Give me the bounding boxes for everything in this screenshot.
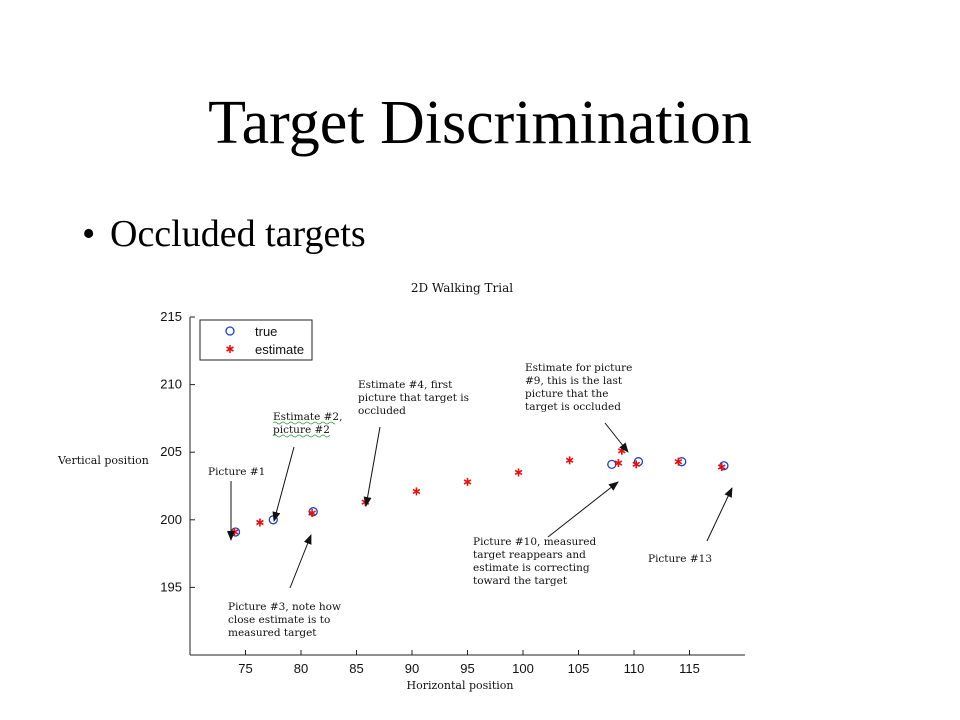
annotation-line: picture that target is [358, 392, 469, 404]
slide-title: Target Discrimination [208, 89, 752, 157]
point-estimate [614, 459, 623, 468]
scatter-chart: 2D Walking Trial 75 80 85 90 95 100 105 110 115 19… [57, 281, 745, 692]
point-estimate [565, 456, 574, 465]
annotation-text: Picture #3, note how close estimate is to… [228, 601, 341, 639]
point-estimate [674, 457, 683, 466]
point-estimate [514, 468, 523, 477]
annotation-line: occluded [358, 405, 406, 417]
annotation-arrow [289, 534, 312, 589]
annotation-line: estimate is correcting [473, 562, 590, 574]
point-estimate [617, 446, 626, 455]
annotation-text: Picture #10, measured target reappears an… [473, 536, 597, 587]
annotation-line: close estimate is to [228, 614, 330, 626]
point-estimate [632, 460, 641, 469]
annotation-text: Estimate for picture #9, this is the last… [525, 362, 632, 413]
annotation-arrow [363, 426, 381, 507]
annotation-line: picture that the [525, 388, 609, 400]
y-tick-label: 205 [160, 444, 182, 459]
y-tick-label: 200 [160, 512, 182, 527]
annotation-text: Estimate #4, first picture that target is… [358, 379, 469, 417]
annotation-line: Estimate #2, [273, 411, 342, 423]
legend-marker-true [225, 326, 235, 336]
y-tick-label: 210 [160, 377, 182, 392]
annotation-line: target is occluded [525, 401, 621, 413]
point-estimate [717, 463, 726, 472]
x-tick-label: 110 [624, 661, 645, 676]
bullet-dot: • [82, 213, 96, 255]
annotation-text: Estimate #2, picture #2 [273, 411, 342, 436]
annotation-line: Picture #1 [208, 466, 265, 478]
point-estimate [256, 518, 264, 527]
annotation-line: Picture #3, note how [228, 601, 341, 613]
annotation-arrow [272, 446, 295, 522]
x-tick-label: 115 [679, 661, 700, 676]
annotation-line: #9, this is the last [525, 375, 623, 387]
bullet-item: • Occluded targets [82, 212, 366, 256]
annotation-arrow [706, 487, 733, 542]
annotation-arrow [547, 481, 619, 538]
annotation-line: Picture #10, measured [473, 536, 597, 548]
bullet-text: Occluded targets [110, 213, 366, 255]
x-tick-label: 80 [294, 661, 308, 676]
x-tick-label: 95 [460, 661, 474, 676]
annotation-text: Picture #13 [648, 553, 712, 565]
point-estimate [361, 498, 370, 507]
legend-label-estimate: estimate [255, 342, 304, 357]
annotation-line: target reappears and [473, 549, 586, 561]
point-estimate [463, 477, 472, 486]
legend-marker-estimate [226, 345, 234, 353]
point-estimate [308, 509, 316, 518]
x-tick-label: 100 [512, 661, 534, 676]
x-tick-label: 90 [405, 661, 419, 676]
point-estimate [412, 487, 421, 496]
x-tick-label: 105 [568, 661, 590, 676]
y-tick-label: 215 [160, 309, 182, 324]
x-tick-label: 85 [349, 661, 363, 676]
annotation-line: Picture #13 [648, 553, 712, 565]
y-tick-label: 195 [160, 579, 182, 594]
spellcheck-underline [272, 434, 338, 438]
spellcheck-underline [272, 421, 338, 425]
legend-label-true: true [255, 324, 277, 339]
annotation-line: Estimate #4, first [358, 379, 453, 391]
annotation-line: measured target [228, 627, 317, 639]
point-true [607, 459, 617, 470]
annotation-line: toward the target [473, 575, 568, 587]
legend-box [199, 319, 313, 361]
chart-title: 2D Walking Trial [411, 281, 513, 295]
annotation-line: Estimate for picture [525, 362, 632, 374]
x-tick-label: 75 [238, 661, 252, 676]
annotation-text: Picture #1 [208, 466, 265, 478]
y-axis-label: Vertical position [57, 454, 149, 467]
point-true [268, 515, 278, 525]
annotation-line: picture #2 [273, 424, 330, 436]
x-axis-label: Horizontal position [407, 679, 514, 692]
annotation-arrow [604, 422, 629, 453]
